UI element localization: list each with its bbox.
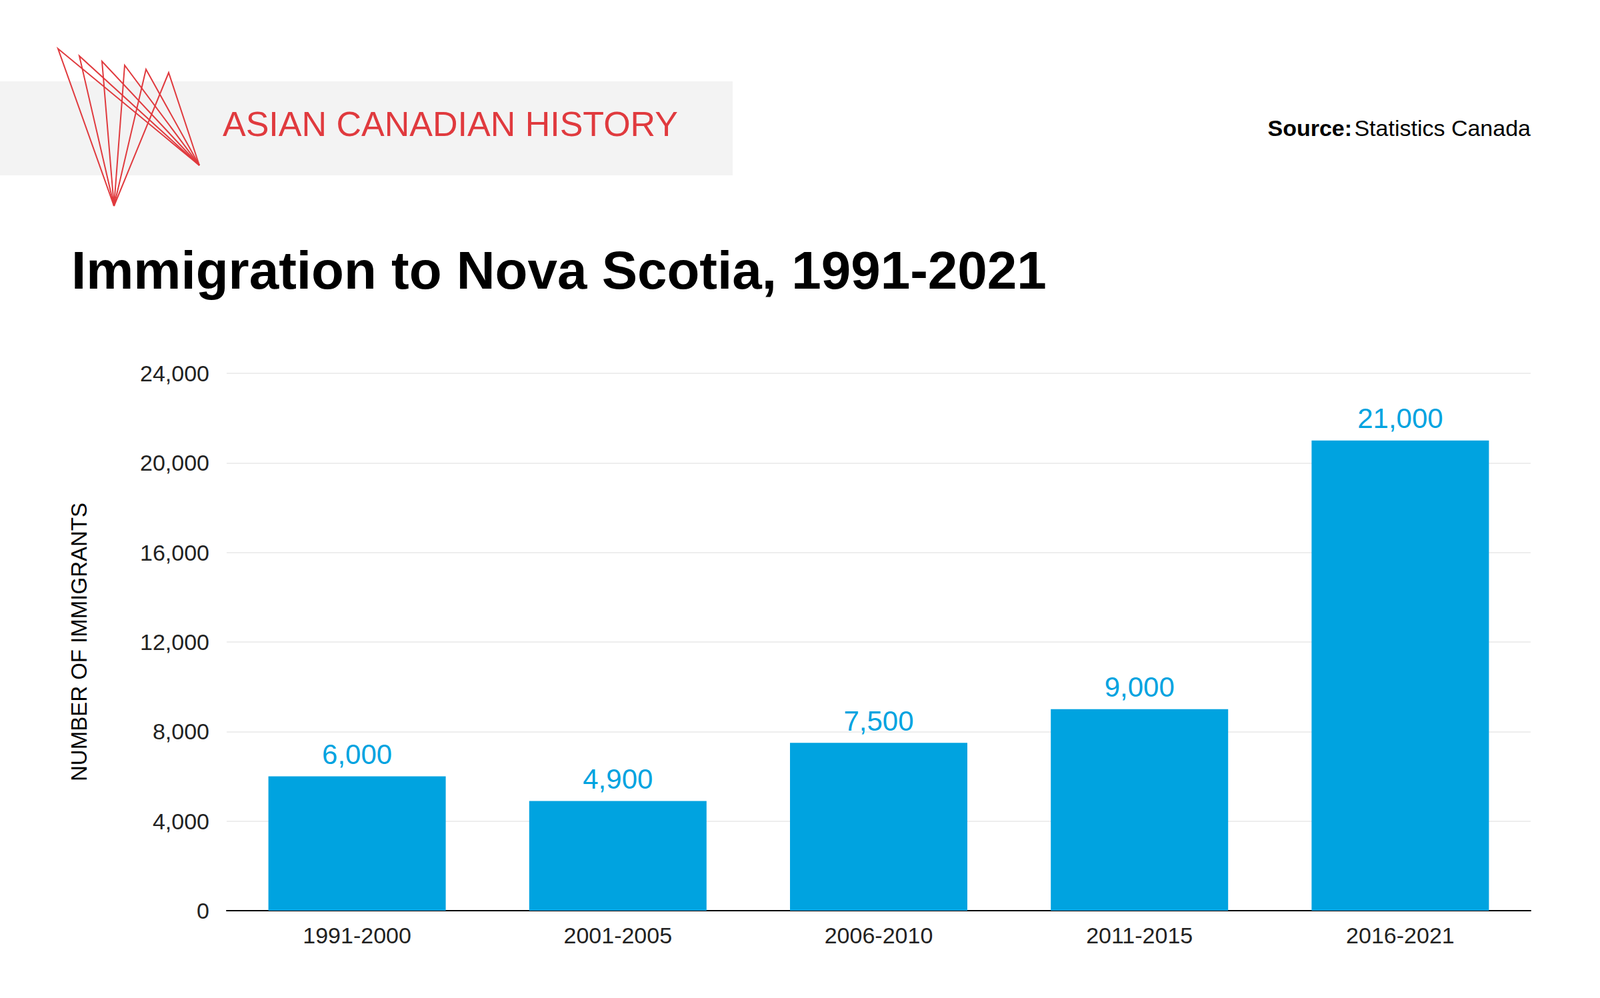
svg-text:0: 0 [196, 898, 210, 924]
svg-text:9,000: 9,000 [1104, 671, 1175, 703]
svg-text:NUMBER OF IMMIGRANTS: NUMBER OF IMMIGRANTS [66, 502, 92, 782]
svg-text:2001-2005: 2001-2005 [563, 922, 672, 948]
svg-text:Statistics Canada: Statistics Canada [1354, 115, 1531, 141]
svg-text:8,000: 8,000 [152, 718, 210, 744]
svg-text:4,900: 4,900 [582, 763, 653, 795]
svg-text:Source:: Source: [1268, 115, 1353, 141]
svg-text:20,000: 20,000 [140, 450, 210, 476]
svg-text:21,000: 21,000 [1357, 402, 1443, 434]
svg-text:16,000: 16,000 [140, 540, 210, 566]
svg-text:7,500: 7,500 [843, 705, 914, 737]
svg-text:2011-2015: 2011-2015 [1086, 922, 1193, 948]
svg-text:4,000: 4,000 [152, 808, 210, 834]
svg-text:2016-2021: 2016-2021 [1346, 922, 1455, 948]
svg-text:12,000: 12,000 [140, 629, 210, 655]
svg-text:24,000: 24,000 [140, 360, 210, 386]
svg-text:1991-2000: 1991-2000 [302, 922, 412, 948]
svg-text:ASIAN CANADIAN HISTORY: ASIAN CANADIAN HISTORY [222, 104, 678, 144]
svg-text:2006-2010: 2006-2010 [824, 922, 934, 948]
svg-text:6,000: 6,000 [322, 738, 392, 770]
svg-text:Immigration to Nova Scotia, 19: Immigration to Nova Scotia, 1991-2021 [71, 240, 1047, 300]
